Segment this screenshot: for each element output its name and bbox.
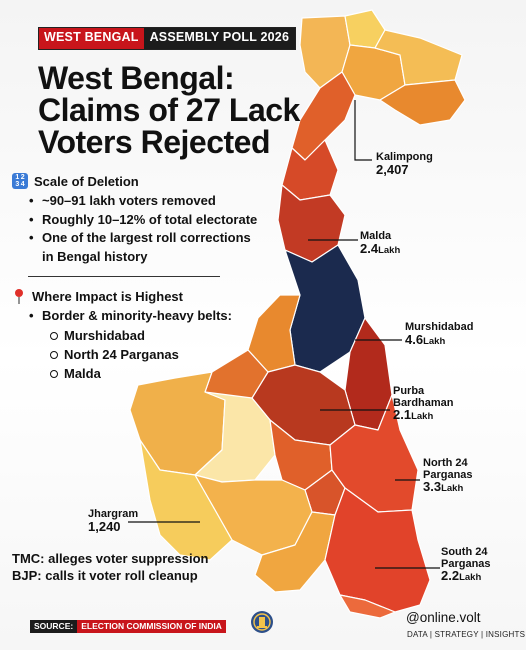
impact-section: Where Impact is Highest Border & minorit… bbox=[12, 287, 232, 383]
label-name: Bardhaman bbox=[393, 396, 454, 409]
district-alipurduar bbox=[374, 29, 463, 86]
district-south-24-parganas bbox=[324, 487, 431, 613]
pin-icon bbox=[15, 289, 23, 304]
tmc-position: TMC: alleges voter suppression bbox=[12, 551, 209, 566]
title-line-2: Claims of 27 Lack bbox=[38, 92, 300, 128]
label-purba-bardhaman: Purba Bardhaman 2.1Lakh bbox=[393, 385, 454, 423]
brand-tagline: DATA | STRATEGY | INSIGHTS bbox=[407, 630, 526, 639]
label-value: 1,240 bbox=[88, 518, 121, 534]
impact-list: Border & minority-heavy belts: bbox=[12, 307, 232, 326]
label-name: Malda bbox=[360, 230, 392, 242]
label-value: 3.3 bbox=[423, 479, 442, 494]
source-value: ELECTION COMMISSION OF INDIA bbox=[77, 620, 226, 633]
label-value: 2.4 bbox=[360, 240, 379, 256]
list-item: North 24 Parganas bbox=[12, 345, 232, 364]
label-south-24-parganas: South 24 Parganas 2.2Lakh bbox=[441, 546, 491, 584]
label-name: Parganas bbox=[423, 468, 473, 481]
title-line-1: West Bengal: bbox=[38, 60, 235, 96]
scale-heading: Scale of Deletion bbox=[34, 173, 139, 189]
list-item: ~90–91 lakh voters removed bbox=[12, 192, 257, 211]
source-key: SOURCE: bbox=[30, 620, 78, 633]
bjp-position: BJP: calls it voter roll cleanup bbox=[12, 568, 198, 583]
badge-state: WEST BENGAL bbox=[39, 28, 144, 49]
leader-kalimpong bbox=[354, 100, 372, 161]
scale-section: 1 23 4 Scale of Deletion ~90–91 lakh vot… bbox=[12, 172, 257, 266]
label-name: Kalimpong bbox=[376, 151, 433, 163]
label-value: 2.2 bbox=[441, 568, 460, 583]
label-unit: Lakh bbox=[411, 411, 434, 422]
label-malda: Malda 2.4Lakh bbox=[360, 230, 401, 256]
label-name: Murshidabad bbox=[405, 321, 474, 333]
badge-poll: ASSEMBLY POLL 2026 bbox=[143, 28, 296, 49]
district-coochbehar bbox=[379, 79, 466, 126]
source-credit: SOURCE: ELECTION COMMISSION OF INDIA bbox=[30, 620, 226, 633]
election-commission-emblem-icon bbox=[251, 611, 273, 633]
label-value: 2.1 bbox=[393, 407, 412, 422]
label-kalimpong: Kalimpong 2,407 bbox=[376, 151, 433, 177]
label-unit: Lakh bbox=[441, 483, 464, 494]
party-positions: TMC: alleges voter suppression BJP: call… bbox=[12, 550, 209, 584]
label-name: Jhargram bbox=[88, 508, 139, 520]
title-line-3: Voters Rejected bbox=[38, 124, 271, 160]
header-badge: WEST BENGAL ASSEMBLY POLL 2026 bbox=[38, 27, 297, 50]
district-jhargram bbox=[139, 439, 233, 561]
label-north-24-parganas: North 24 Parganas 3.3Lakh bbox=[423, 457, 473, 495]
label-unit: Lakh bbox=[459, 572, 482, 583]
label-name: South 24 bbox=[441, 546, 488, 558]
label-value: 2,407 bbox=[376, 161, 409, 177]
label-name: North 24 bbox=[423, 457, 468, 469]
page-title: West Bengal: Claims of 27 Lack Voters Re… bbox=[38, 62, 338, 158]
list-item: Border & minority-heavy belts: bbox=[12, 307, 232, 326]
label-murshidabad: Murshidabad 4.6Lakh bbox=[405, 321, 474, 347]
list-item: Murshidabad bbox=[12, 326, 232, 345]
list-item: Roughly 10–12% of total electorate bbox=[12, 211, 257, 230]
label-value: 4.6 bbox=[405, 331, 424, 347]
list-item: Malda bbox=[12, 364, 232, 383]
label-name: Parganas bbox=[441, 557, 491, 570]
scale-list: ~90–91 lakh voters removed Roughly 10–12… bbox=[12, 192, 257, 266]
sundarbans-edge bbox=[339, 594, 396, 619]
district-list: Murshidabad North 24 Parganas Malda bbox=[12, 326, 232, 383]
brand-handle: @online.volt bbox=[406, 610, 481, 625]
divider bbox=[28, 276, 220, 277]
label-name: Purba bbox=[393, 385, 425, 397]
label-unit: Lakh bbox=[423, 335, 446, 347]
label-unit: Lakh bbox=[378, 244, 401, 256]
list-item: One of the largest roll corrections bbox=[12, 229, 257, 248]
impact-heading: Where Impact is Highest bbox=[32, 288, 183, 304]
list-item-continuation: in Bengal history bbox=[42, 248, 148, 264]
label-jhargram: Jhargram 1,240 bbox=[88, 508, 139, 534]
